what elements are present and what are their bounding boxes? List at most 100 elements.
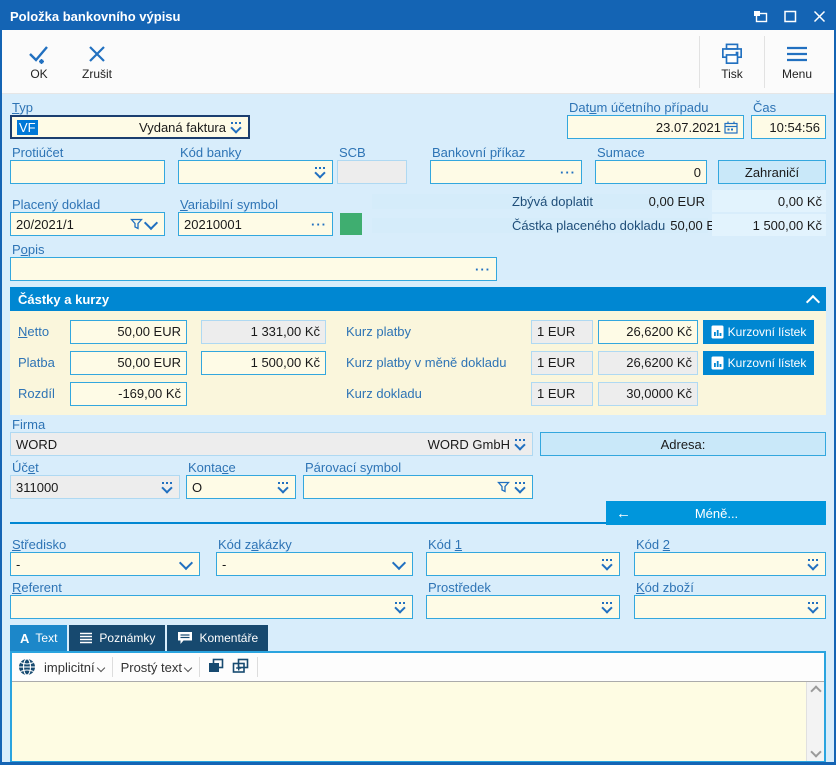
firma-field[interactable]: WORD WORD GmbH — [10, 432, 533, 456]
cas-field[interactable]: 10:54:56 — [751, 115, 826, 139]
rozdil-kc-field[interactable]: -169,00 Kč — [70, 381, 187, 406]
popis-label: Popis — [12, 242, 45, 257]
language-selector[interactable]: implicitní — [44, 660, 105, 675]
platba-kc-field[interactable]: 1 500,00 Kč — [201, 350, 326, 375]
dock-window-button[interactable] — [753, 10, 768, 23]
dropdown-icon[interactable] — [229, 122, 243, 132]
ellipsis-button[interactable] — [475, 262, 491, 277]
rozdil-label: Rozdíl — [18, 386, 55, 401]
datum-field[interactable]: 23.07.2021 — [567, 115, 744, 139]
chevron-down-icon[interactable] — [391, 555, 407, 570]
dropdown-icon[interactable] — [393, 602, 407, 612]
paste-add-button[interactable] — [232, 658, 249, 676]
variabilni-symbol-field[interactable]: 20210001 — [178, 212, 333, 236]
kurz-platby-label: Kurz platby — [346, 324, 412, 339]
kontace-field[interactable]: O — [186, 475, 296, 499]
main-toolbar: OK Zrušit Tisk Menu — [2, 30, 834, 94]
menu-button[interactable]: Menu — [768, 33, 826, 91]
kurz-platby-v-mene-rate-field: 26,6200 Kč — [598, 350, 698, 375]
zahranici-button[interactable]: Zahraničí — [718, 160, 826, 184]
castky-a-kurzy-header[interactable]: Částky a kurzy — [10, 287, 826, 311]
editor-toolbar: implicitní Prostý text — [12, 653, 824, 681]
prostredek-field[interactable] — [426, 595, 620, 619]
kurz-dokladu-rate-field: 30,0000 Kč — [598, 381, 698, 406]
tab-text[interactable]: A Text — [10, 625, 68, 651]
dropdown-icon[interactable] — [160, 482, 174, 492]
scroll-up-arrow-icon[interactable] — [809, 685, 822, 697]
variabilni-symbol-label: Variabilní symbol — [180, 197, 279, 212]
vertical-scrollbar[interactable] — [806, 682, 824, 761]
dock-icon — [754, 10, 760, 16]
maximize-icon — [784, 10, 797, 22]
dropdown-icon[interactable] — [600, 559, 614, 569]
mene-button[interactable]: ← Méně... — [606, 501, 826, 525]
adresa-button[interactable]: Adresa: — [540, 432, 826, 456]
bankovni-prikaz-field[interactable] — [430, 160, 582, 184]
bottom-tabs: A Text Poznámky Komentáře — [10, 625, 826, 651]
placeny-doklad-label: Placený doklad — [12, 197, 101, 212]
calendar-icon[interactable] — [724, 121, 738, 134]
filter-icon[interactable] — [130, 218, 143, 230]
firma-code: WORD — [16, 436, 58, 452]
text-content-area[interactable] — [12, 682, 806, 761]
zbyva-doplatit-label: Zbývá doplatit — [512, 193, 593, 209]
parovaci-symbol-field[interactable] — [303, 475, 533, 499]
dropdown-icon[interactable] — [806, 602, 820, 612]
dropdown-icon[interactable] — [313, 167, 327, 177]
close-button[interactable] — [813, 10, 826, 23]
window-title: Položka bankovního výpisu — [10, 8, 181, 24]
format-selector[interactable]: Prostý text — [121, 660, 193, 675]
kod-zakazky-field[interactable]: - — [216, 552, 413, 576]
placeny-doklad-field[interactable]: 20/2021/1 — [10, 212, 165, 236]
scroll-down-arrow-icon[interactable] — [809, 746, 822, 758]
referent-label: Referent — [12, 580, 62, 595]
ok-check-icon — [29, 46, 48, 64]
kod-banky-field[interactable] — [178, 160, 333, 184]
kurz-platby-rate-field[interactable]: 26,6200 Kč — [598, 319, 698, 344]
kurzovni-listek-button[interactable]: Kurzovní lístek — [703, 319, 814, 344]
print-button[interactable]: Tisk — [703, 33, 761, 91]
ellipsis-button[interactable] — [311, 217, 327, 232]
toolbar-separator — [199, 657, 200, 677]
zbyva-doplatit-kc: 0,00 Kč — [712, 190, 826, 212]
kod-zakazky-label: Kód zakázky — [218, 537, 292, 552]
collapse-chevron-up-icon[interactable] — [805, 294, 821, 309]
cancel-button[interactable]: Zrušit — [68, 33, 126, 91]
referent-field[interactable] — [10, 595, 413, 619]
typ-value: Vydaná faktura — [139, 119, 226, 135]
popis-field[interactable] — [10, 257, 497, 281]
kod2-field[interactable] — [634, 552, 826, 576]
ucet-field[interactable]: 311000 — [10, 475, 180, 499]
dropdown-icon[interactable] — [806, 559, 820, 569]
kod1-field[interactable] — [426, 552, 620, 576]
kurzovni-listek-button[interactable]: Kurzovní lístek — [703, 350, 814, 375]
dropdown-icon[interactable] — [513, 482, 527, 492]
chevron-down-icon — [96, 663, 105, 672]
maximize-button[interactable] — [784, 10, 797, 23]
tab-komentare[interactable]: Komentáře — [167, 625, 269, 651]
chevron-down-icon[interactable] — [178, 555, 194, 570]
toolbar-separator — [111, 657, 113, 677]
dropdown-icon[interactable] — [513, 439, 527, 449]
tab-poznamky[interactable]: Poznámky — [69, 625, 166, 651]
status-green-indicator — [340, 213, 362, 235]
protiucet-field[interactable] — [10, 160, 165, 184]
toolbar-spacer — [126, 33, 696, 91]
sumace-field[interactable]: 0 — [595, 160, 707, 184]
filter-icon[interactable] — [497, 481, 510, 493]
platba-eur-field[interactable]: 50,00 EUR — [70, 350, 187, 375]
platba-label: Platba — [18, 355, 55, 370]
chevron-down-icon[interactable] — [143, 215, 159, 230]
ok-button[interactable]: OK — [10, 33, 68, 91]
titlebar[interactable]: Položka bankovního výpisu — [2, 2, 834, 30]
dropdown-icon[interactable] — [276, 482, 290, 492]
firma-label: Firma — [12, 417, 46, 432]
copy-text-button[interactable] — [208, 658, 224, 676]
netto-eur-field[interactable]: 50,00 EUR — [70, 319, 187, 344]
dropdown-icon[interactable] — [600, 602, 614, 612]
kod-zbozi-field[interactable] — [634, 595, 826, 619]
typ-field[interactable]: VF Vydaná faktura — [10, 115, 250, 139]
stredisko-field[interactable]: - — [10, 552, 200, 576]
ellipsis-button[interactable] — [560, 165, 576, 180]
